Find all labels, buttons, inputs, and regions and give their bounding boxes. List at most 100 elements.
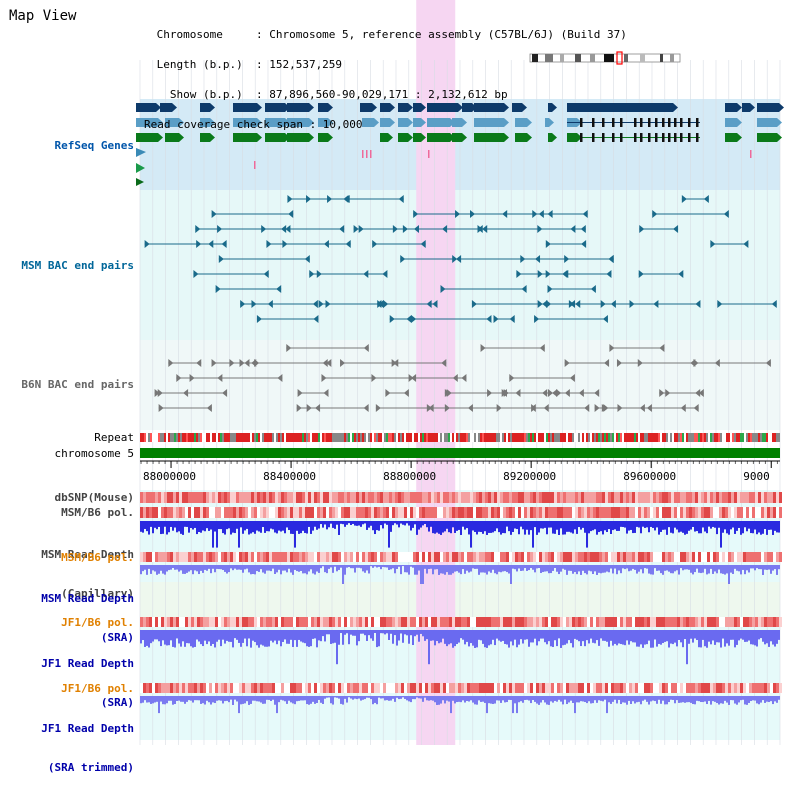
msm-cap-depth-bar	[600, 521, 602, 532]
track-label-jf1-b6-pol-2[interactable]: JF1/B6 pol.	[61, 682, 134, 695]
jf1-sra-depth-bar	[584, 630, 586, 647]
repeat-block	[476, 433, 478, 442]
repeat-block	[326, 433, 328, 442]
jf1-pol1-cell	[269, 617, 272, 627]
msm-cap-depth-bar	[164, 521, 166, 527]
jf1-pol2-cell	[332, 683, 335, 693]
repeat-block	[420, 433, 422, 442]
track-label-msm-read-depth-capillary[interactable]: MSM Read Depth (Capillary)	[4, 522, 134, 626]
jf1-trim-depth-bar	[774, 696, 776, 702]
jf1-trim-depth-bar	[468, 696, 470, 702]
track-label-msm-bac[interactable]: MSM BAC end pairs	[21, 259, 134, 272]
gene-arrow	[257, 103, 262, 112]
dbsnp-cell	[350, 492, 353, 503]
jf1-pol2-cell	[350, 683, 353, 693]
track-label-msm-b6-pol-1[interactable]: MSM/B6 pol.	[61, 506, 134, 519]
repeat-block	[528, 433, 530, 442]
gene-exon-small	[696, 118, 699, 127]
track-label-msm-read-depth-sra[interactable]: MSM Read Depth (SRA)	[4, 566, 134, 670]
msm-pol2-cell	[647, 552, 650, 562]
jf1-sra-depth-bar	[422, 630, 424, 637]
jf1-trim-depth-bar	[652, 696, 654, 701]
jf1-trim-depth-bar	[640, 696, 642, 705]
msm-sra-depth-bar	[378, 565, 380, 567]
msm-sra-depth-bar	[198, 565, 200, 575]
msm-pol2-cell	[686, 552, 689, 562]
ideogram-band	[545, 54, 553, 62]
msm-pol1-cell	[434, 507, 437, 518]
msm-pol1-cell	[284, 507, 287, 518]
msm-cap-depth-bar	[148, 521, 150, 535]
gene-exon-small	[648, 118, 651, 127]
msm-pol1-cell	[275, 507, 278, 518]
repeat-block	[604, 433, 606, 442]
msm-sra-depth-bar	[552, 565, 554, 571]
msm-sra-depth-bar	[558, 565, 560, 575]
repeat-block	[228, 433, 230, 442]
repeat-block	[162, 433, 164, 442]
jf1-sra-depth-bar	[288, 630, 290, 644]
jf1-pol1-cell	[686, 617, 689, 627]
b6n-bac-pair-end	[323, 389, 329, 397]
jf1-trim-depth-bar	[232, 696, 234, 705]
jf1-sra-depth-bar	[246, 630, 248, 647]
jf1-trim-depth-bar	[358, 696, 360, 699]
track-label-jf1-read-depth-sra[interactable]: JF1 Read Depth (SRA)	[4, 631, 134, 735]
track-label-repeat[interactable]: Repeat	[94, 431, 134, 444]
dbsnp-cell	[275, 492, 278, 503]
jf1-pol1-cell	[608, 617, 611, 627]
repeat-block	[514, 433, 516, 442]
msm-sra-depth-bar	[320, 565, 322, 569]
repeat-block	[754, 433, 756, 442]
jf1-trim-depth-bar	[470, 696, 472, 701]
msm-cap-depth-bar	[776, 521, 778, 533]
jf1-sra-depth-bar	[350, 630, 352, 635]
genome-tracks-canvas[interactable]	[0, 0, 800, 745]
repeat-block	[600, 433, 602, 442]
track-label-chromosome[interactable]: chromosome 5	[54, 447, 134, 460]
jf1-sra-depth-bar	[528, 630, 530, 647]
repeat-block	[762, 433, 764, 442]
jf1-trim-depth-bar	[502, 696, 504, 701]
jf1-trim-depth-bar	[230, 696, 232, 700]
dbsnp-cell	[188, 492, 191, 503]
jf1-pol2-cell	[584, 683, 587, 693]
repeat-block	[256, 433, 258, 442]
msm-pol1-cell	[551, 507, 554, 518]
jf1-pol1-cell	[401, 617, 404, 627]
jf1-pol2-cell	[779, 683, 782, 693]
msm-cap-depth-bar	[256, 521, 258, 531]
gene-arrow	[309, 118, 314, 127]
track-label-jf1-read-depth-trimmed[interactable]: JF1 Read Depth (SRA trimmed)	[4, 696, 134, 800]
msm-sra-depth-bar	[288, 565, 290, 569]
msm-cap-depth-bar	[258, 521, 260, 532]
jf1-trim-depth-bar	[660, 696, 662, 704]
msm-cap-depth-bar	[210, 521, 212, 530]
gene-exon	[233, 133, 257, 142]
msm-pol1-cell	[671, 507, 674, 518]
track-label-msm-b6-pol-2[interactable]: MSM/B6 pol.	[61, 551, 134, 564]
msm-pol1-cell	[488, 507, 491, 518]
repeat-block	[722, 433, 724, 442]
msm-cap-depth-bar	[510, 521, 512, 535]
jf1-pol2-cell	[656, 683, 659, 693]
jf1-trim-depth-bar	[226, 696, 228, 701]
track-label-refseq[interactable]: RefSeq Genes	[54, 139, 134, 152]
track-label-dbsnp[interactable]: dbSNP(Mouse)	[54, 491, 134, 504]
dbsnp-cell	[170, 492, 173, 503]
jf1-sra-depth-bar	[206, 630, 208, 645]
jf1-trim-depth-bar	[294, 696, 296, 705]
jf1-sra-depth-bar	[490, 630, 492, 645]
repeat-block	[564, 433, 566, 442]
repeat-block	[664, 433, 666, 442]
msm-cap-depth-bar	[582, 521, 584, 528]
dbsnp-cell	[728, 492, 731, 503]
repeat-block	[156, 433, 158, 442]
msm-pol1-cell	[536, 507, 539, 518]
msm-cap-depth-bar	[298, 521, 300, 534]
jf1-sra-depth-bar	[446, 630, 448, 647]
jf1-pol2-cell	[497, 683, 500, 693]
track-label-b6n-bac[interactable]: B6N BAC end pairs	[21, 378, 134, 391]
track-label-jf1-b6-pol-1[interactable]: JF1/B6 pol.	[61, 616, 134, 629]
jf1-trim-depth-bar	[274, 696, 276, 705]
